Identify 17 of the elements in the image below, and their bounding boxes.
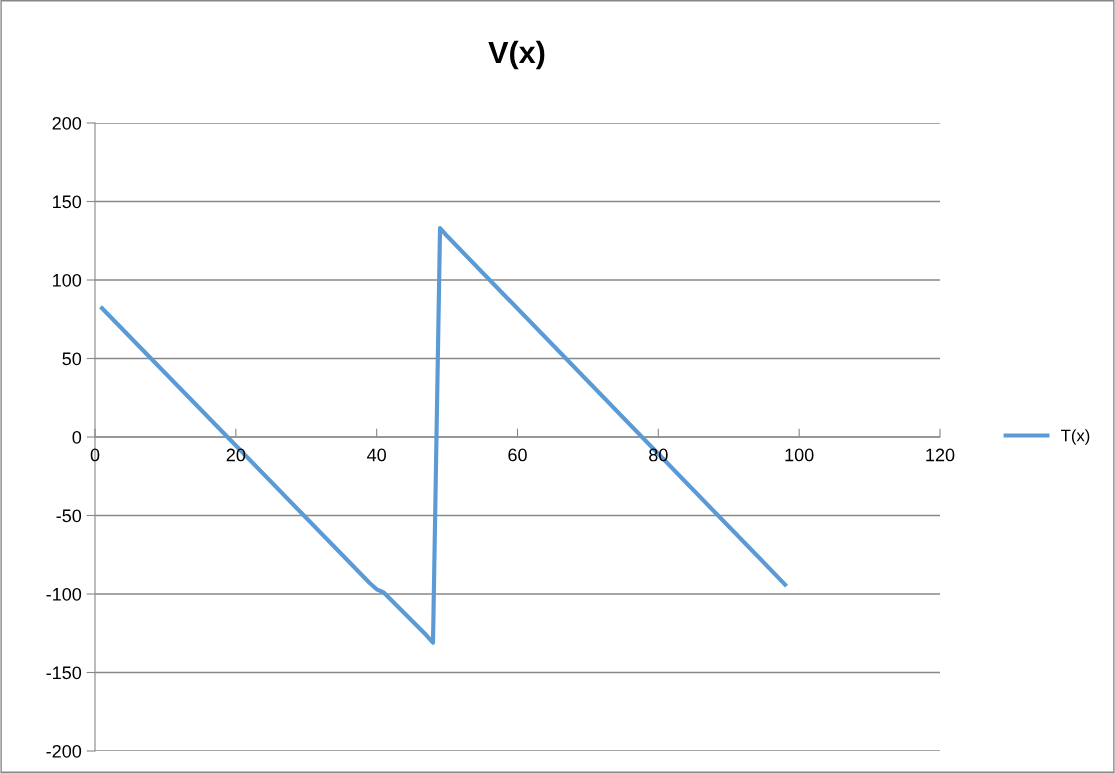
- chart-title: V(x): [488, 40, 545, 70]
- y-tick-label: -100: [46, 587, 82, 601]
- y-tick-label: -200: [46, 744, 82, 758]
- x-tick-label: 100: [785, 448, 814, 462]
- x-tick-label: 60: [508, 448, 527, 462]
- x-tick-label: 0: [90, 448, 100, 462]
- y-tick-label: 100: [53, 273, 82, 287]
- x-tick-label: 40: [367, 448, 386, 462]
- y-tick-label: -50: [56, 509, 82, 523]
- y-tick-label: 0: [72, 430, 82, 444]
- x-tick-label: 20: [226, 448, 246, 462]
- x-tick-label: 120: [926, 448, 955, 462]
- y-tick-label: 150: [53, 195, 82, 209]
- y-tick-label: 50: [62, 352, 82, 366]
- legend-label: T(x): [1061, 429, 1090, 445]
- y-tick-label: -150: [46, 666, 82, 680]
- y-tick-label: 200: [52, 116, 82, 130]
